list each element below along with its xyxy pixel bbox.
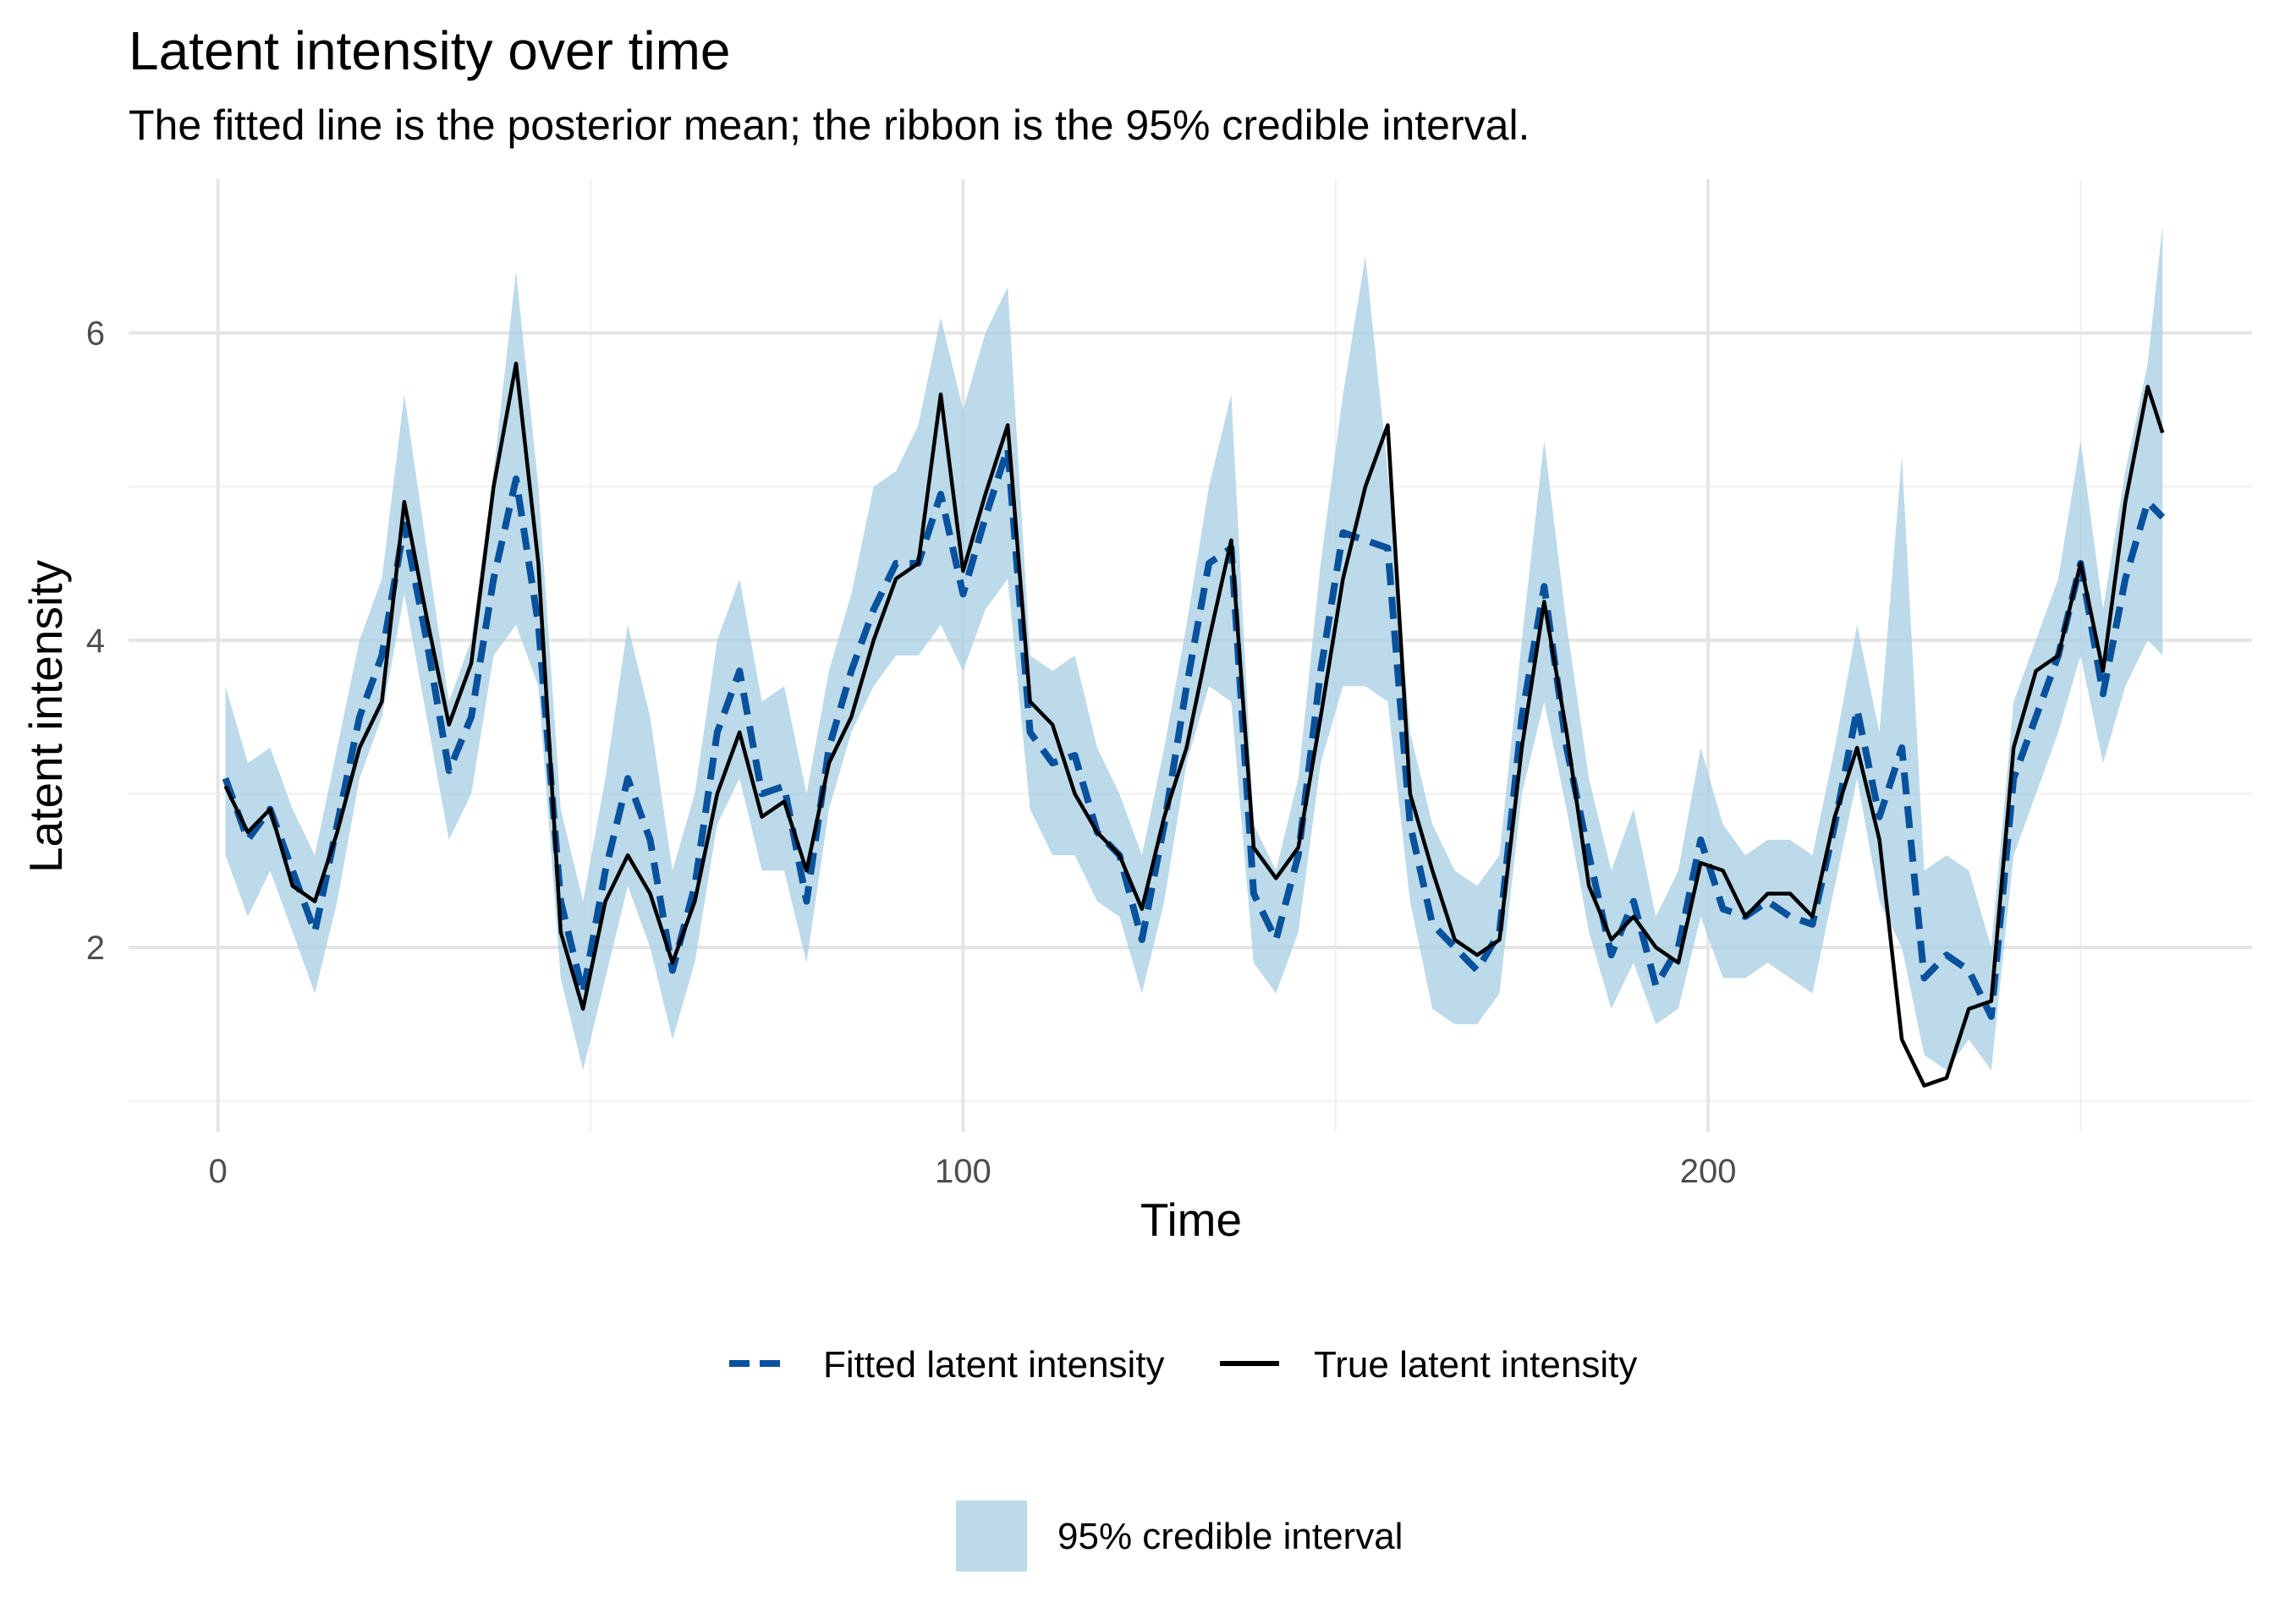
x-tick-label: 200 bbox=[1680, 1153, 1737, 1190]
x-axis-title: Time bbox=[1140, 1193, 1242, 1246]
true-latent-intensity-line bbox=[223, 361, 2165, 1088]
y-tick-label: 4 bbox=[86, 623, 105, 660]
credible-interval-ribbon bbox=[225, 225, 2163, 1071]
x-axis-ticks: 0 100 200 bbox=[209, 1153, 1737, 1190]
series-layer bbox=[222, 361, 2166, 1088]
legend-swatch-ribbon bbox=[956, 1501, 1027, 1572]
legend-item-true: True latent intensity bbox=[1220, 1344, 1637, 1385]
chart-subtitle: The fitted line is the posterior mean; t… bbox=[129, 102, 1530, 149]
x-tick-label: 100 bbox=[935, 1153, 991, 1190]
fitted-latent-intensity-line bbox=[222, 444, 2166, 1020]
y-tick-label: 6 bbox=[86, 315, 105, 353]
y-axis-title: Latent intensity bbox=[19, 560, 72, 873]
legend-label-fitted: Fitted latent intensity bbox=[823, 1344, 1165, 1385]
credible-interval-layer bbox=[225, 225, 2163, 1071]
y-axis-ticks: 2 4 6 bbox=[86, 315, 105, 967]
legend-item-fitted: Fitted latent intensity bbox=[729, 1344, 1165, 1385]
minor-gridlines bbox=[129, 179, 2252, 1132]
legend-ribbon: 95% credible interval bbox=[956, 1501, 1403, 1572]
chart-title: Latent intensity over time bbox=[129, 20, 730, 81]
x-tick-label: 0 bbox=[209, 1153, 228, 1190]
legend-lines: Fitted latent intensity True latent inte… bbox=[729, 1344, 1637, 1385]
y-tick-label: 2 bbox=[86, 930, 105, 967]
legend-label-true: True latent intensity bbox=[1314, 1344, 1637, 1385]
legend-label-ribbon: 95% credible interval bbox=[1057, 1516, 1403, 1557]
